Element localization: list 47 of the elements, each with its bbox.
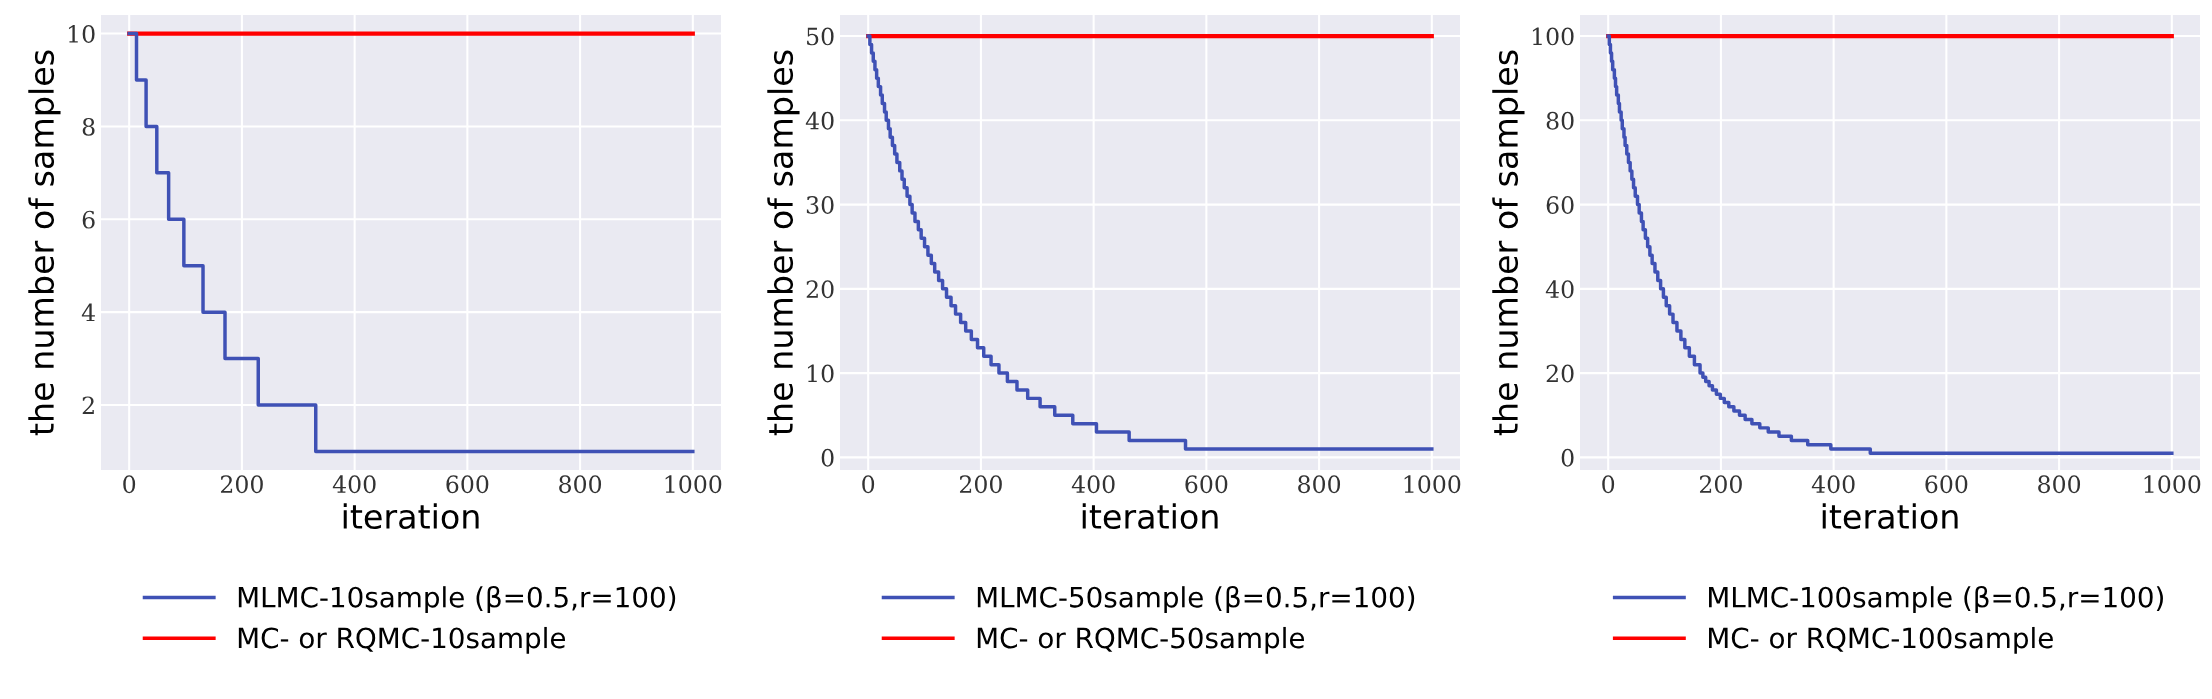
y-tick-label: 50 (807, 27, 834, 46)
y-tick-label: 20 (806, 280, 834, 299)
x-tick-label: 400 (1071, 475, 1115, 494)
y-tick-label: 2 (82, 396, 94, 414)
x-tick-label: 1000 (665, 475, 722, 494)
x-tick-label: 0 (1602, 475, 1615, 494)
y-tick-label: 60 (1546, 196, 1574, 214)
y-tick-label: 0 (1561, 448, 1574, 467)
x-tick-label: 1000 (2144, 475, 2201, 494)
y-tick-label: 0 (821, 448, 834, 467)
y-axis-title: the number of samples (767, 50, 800, 436)
y-tick-label: 80 (1546, 111, 1574, 130)
y-tick-label: 100 (1532, 27, 1574, 46)
y-tick-label: 40 (805, 111, 834, 130)
x-tick-label: 0 (862, 475, 875, 494)
x-tick-label: 0 (123, 475, 136, 494)
legend-label: MLMC-50sample (β=0.5,r=100) (977, 586, 1415, 614)
y-tick-label: 30 (806, 196, 834, 214)
x-axis-title: iteration (343, 503, 479, 530)
y-tick-label: 10 (807, 364, 834, 383)
legend-label: MC- or RQMC-100sample (1709, 626, 2053, 654)
x-tick-label: 1000 (1404, 475, 1461, 494)
x-tick-label: 600 (1925, 475, 1968, 494)
y-tick-label: 4 (81, 303, 95, 322)
y-axis-title: the number of samples (1492, 50, 1525, 436)
legend-label: MC- or RQMC-10sample (238, 626, 566, 654)
x-tick-label: 800 (2038, 475, 2081, 494)
legend-label: MLMC-10sample (β=0.5,r=100) (238, 586, 676, 614)
x-axis-title: iteration (1822, 503, 1958, 530)
y-tick-label: 6 (82, 210, 95, 229)
y-tick-label: 10 (68, 25, 95, 43)
y-axis-title: the number of samples (28, 50, 61, 436)
x-tick-label: 200 (1699, 475, 1742, 494)
legend-label: MC- or RQMC-50sample (977, 626, 1305, 654)
x-axis-title: iteration (1082, 503, 1218, 530)
x-tick-label: 600 (446, 475, 489, 494)
x-tick-label: 600 (1185, 475, 1228, 494)
legend-label: MLMC-100sample (β=0.5,r=100) (1709, 586, 2163, 614)
y-tick-label: 40 (1545, 280, 1574, 299)
y-tick-label: 8 (82, 117, 95, 136)
y-tick-label: 20 (1546, 364, 1574, 383)
x-tick-label: 400 (1811, 475, 1855, 494)
x-tick-label: 400 (332, 475, 376, 494)
x-tick-label: 200 (220, 475, 263, 494)
x-tick-label: 800 (1298, 475, 1341, 494)
x-tick-label: 800 (559, 475, 602, 494)
x-tick-label: 200 (959, 475, 1002, 494)
